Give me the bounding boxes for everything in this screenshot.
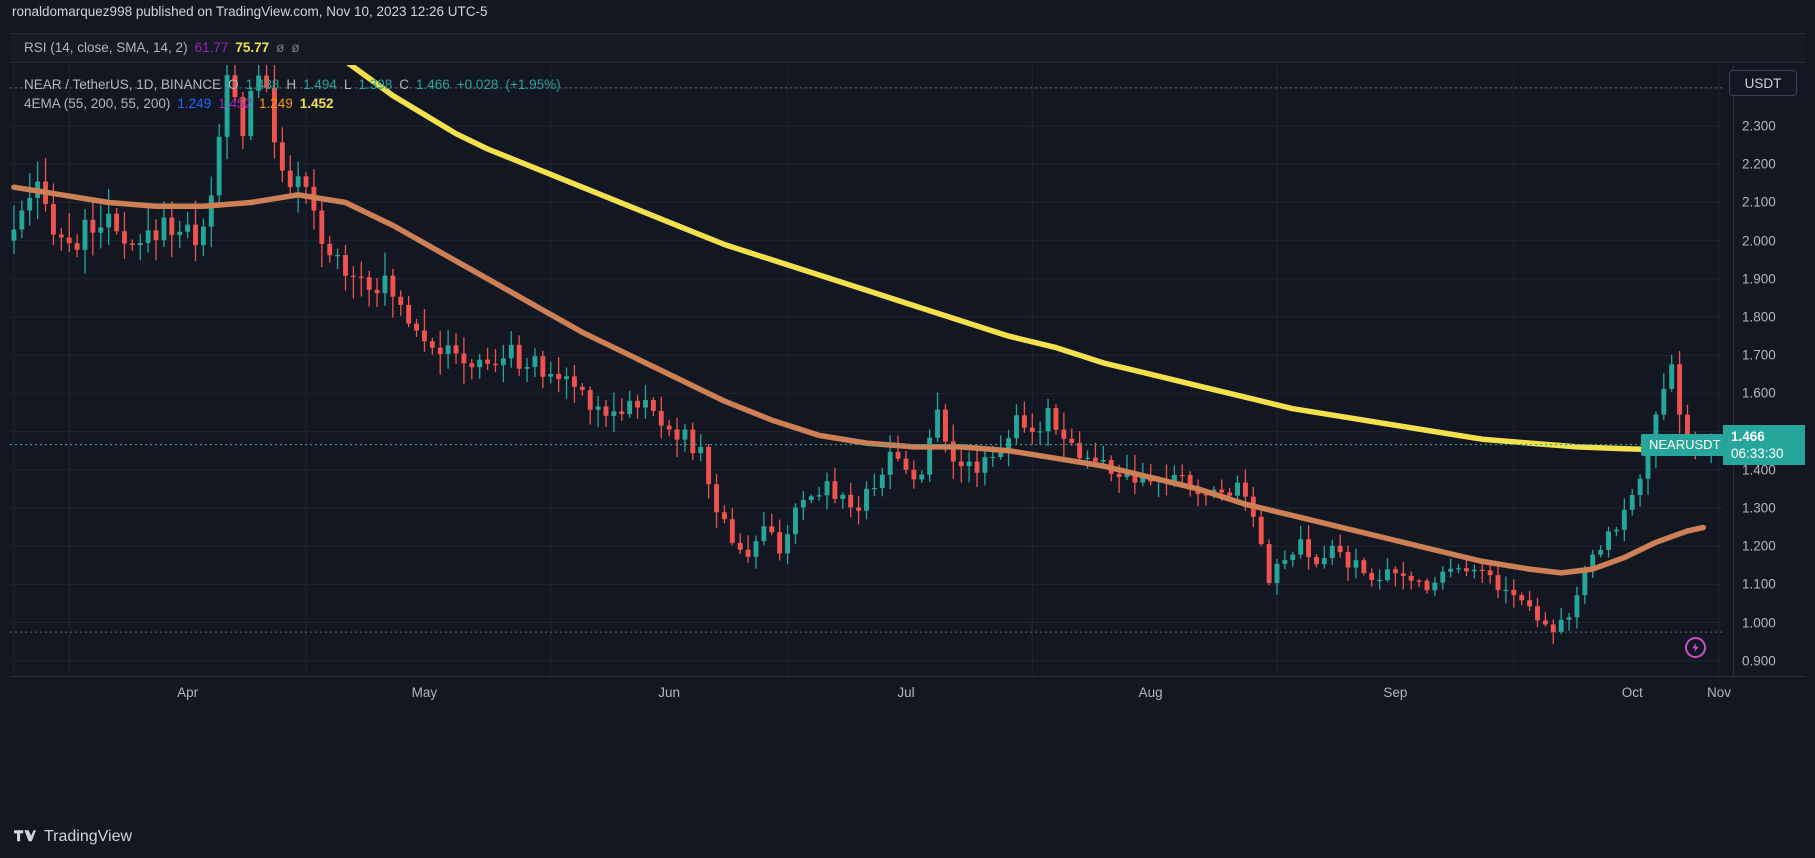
tradingview-watermark: TradingView bbox=[14, 828, 132, 846]
tradingview-brand-text: TradingView bbox=[44, 828, 133, 845]
price-tick-label: 2.000 bbox=[1742, 233, 1776, 249]
time-axis[interactable]: Apr May Jun Jul Aug Sep Oct Nov bbox=[10, 676, 1805, 716]
rsi-title: RSI (14, close, SMA, 14, 2) bbox=[24, 40, 188, 55]
publish-info-bar: ronaldomarquez998 published on TradingVi… bbox=[0, 0, 1815, 22]
rsi-na-1: ø bbox=[276, 40, 285, 55]
price-tick-label: 1.800 bbox=[1742, 309, 1776, 325]
price-tick-label: 1.300 bbox=[1742, 500, 1776, 516]
price-tick-label: 2.100 bbox=[1742, 194, 1776, 210]
price-tick-label: 1.600 bbox=[1742, 385, 1776, 401]
time-tick-label: Jun bbox=[658, 685, 681, 700]
price-tick-label: 2.200 bbox=[1742, 156, 1776, 172]
last-price-value: 1.466 bbox=[1731, 428, 1765, 444]
publish-info-text: ronaldomarquez998 published on TradingVi… bbox=[12, 3, 488, 19]
price-scale[interactable]: 2.4002.3002.2002.1002.0001.9001.8001.700… bbox=[1733, 65, 1805, 676]
time-tick-label: Jul bbox=[897, 685, 915, 700]
price-tick-label: 1.000 bbox=[1742, 615, 1776, 631]
rsi-sma-value: 75.77 bbox=[235, 40, 270, 55]
bar-countdown: 06:33:30 bbox=[1731, 445, 1784, 461]
price-tick-label: 1.200 bbox=[1742, 538, 1776, 554]
time-tick-label: Sep bbox=[1383, 685, 1408, 700]
currency-chip-label: USDT bbox=[1744, 75, 1782, 91]
time-tick-label: May bbox=[411, 685, 438, 700]
tradingview-logo-icon bbox=[14, 830, 36, 842]
currency-chip-usdt[interactable]: USDT bbox=[1729, 70, 1797, 96]
price-tick-label: 2.300 bbox=[1742, 118, 1776, 134]
time-tick-label: Aug bbox=[1138, 685, 1163, 700]
rsi-legend[interactable]: RSI (14, close, SMA, 14, 2) 61.77 75.77 … bbox=[24, 40, 300, 55]
price-tick-label: 1.400 bbox=[1742, 462, 1776, 478]
price-tick-label: 1.700 bbox=[1742, 347, 1776, 363]
price-tick-label: 1.900 bbox=[1742, 271, 1776, 287]
time-tick-label: Apr bbox=[177, 685, 199, 700]
alert-clock-icon[interactable] bbox=[1685, 637, 1707, 659]
price-tick-label: 0.900 bbox=[1742, 653, 1776, 669]
chart-canvas bbox=[10, 65, 1723, 676]
last-price-badge[interactable]: 1.466 06:33:30 bbox=[1723, 424, 1805, 465]
price-line-symbol-label: NEARUSDT bbox=[1649, 437, 1721, 453]
rsi-indicator-pane: RSI (14, close, SMA, 14, 2) 61.77 75.77 … bbox=[10, 33, 1805, 63]
rsi-value: 61.77 bbox=[194, 40, 229, 55]
time-tick-label: Oct bbox=[1621, 685, 1643, 700]
lightning-glyph bbox=[1692, 643, 1700, 653]
price-tick-label: 1.100 bbox=[1742, 576, 1776, 592]
price-line-symbol-tag: NEARUSDT bbox=[1641, 433, 1729, 456]
plot-area[interactable] bbox=[10, 65, 1723, 676]
rsi-na-2: ø bbox=[291, 40, 300, 55]
main-chart-pane[interactable]: NEAR / TetherUS, 1D, BINANCE O 1.438 H 1.4… bbox=[10, 65, 1805, 676]
time-tick-label: Nov bbox=[1707, 685, 1732, 700]
